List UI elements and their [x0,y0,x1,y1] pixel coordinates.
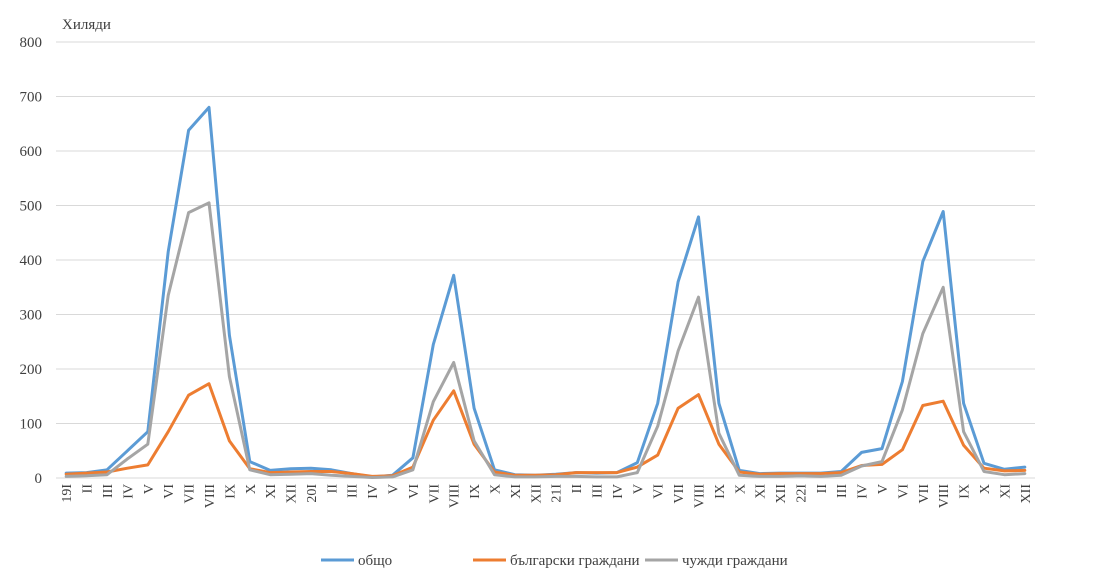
series-line-1 [64,105,1027,479]
y-tick-label: 100 [20,417,43,433]
x-tick-label: 20I [305,484,320,503]
x-tick-label: IV [611,484,626,499]
legend: общо български граждани чужди граждани [321,553,788,569]
x-tick-label: XI [509,484,524,499]
x-tick-label: XI [754,484,769,499]
y-tick-label: 200 [20,362,43,378]
series-lines [64,105,1027,479]
x-tick-label: X [489,484,504,494]
x-tick-label: V [387,484,402,494]
x-tick-label: VIII [937,484,952,508]
x-tick-label: X [244,484,259,494]
y-tick-label: 700 [20,90,43,106]
x-tick-label: XII [1019,484,1034,504]
x-tick-label: IX [958,484,973,499]
y-tick-label: 400 [20,253,43,269]
x-tick-label: XII [774,484,789,504]
x-tick-label: X [733,484,748,494]
x-tick-label: VI [407,484,422,499]
x-tick-label: III [835,484,850,498]
y-tick-label: 800 [20,35,43,51]
x-tick-label: 22I [794,484,809,503]
series-line-3 [64,201,1027,479]
x-tick-label: IX [468,484,483,499]
x-tick-label: IV [121,484,136,499]
y-tick-label: 500 [20,199,43,215]
y-tick-label: 300 [20,308,43,324]
x-tick-label: VI [162,484,177,499]
x-tick-label: V [142,484,157,494]
x-tick-label: IV [366,484,381,499]
x-tick-label: IX [713,484,728,499]
x-tick-label: 21I [550,484,565,503]
x-tick-label: II [325,484,340,494]
x-tick-label: VI [652,484,667,499]
x-tick-label: VIII [448,484,463,508]
x-tick-labels: 19I II III IV V VI VII VIII IX X XI XII 20I II III IV V V… [60,484,1034,508]
y-tick-labels: 0 100 200 300 400 500 600 700 800 [20,35,43,487]
x-tick-label: III [346,484,361,498]
y-tick-label: 0 [35,471,43,487]
legend-label: чужди граждани [682,553,788,569]
x-tick-label: V [876,484,891,494]
x-tick-label: XI [998,484,1013,499]
x-tick-label: V [631,484,646,494]
x-tick-label: VIII [203,484,218,508]
x-tick-label: 19I [60,484,75,503]
x-tick-label: XI [264,484,279,499]
x-tick-label: VII [427,484,442,504]
legend-label: български граждани [510,553,640,569]
x-tick-label: II [570,484,585,494]
x-tick-label: IV [856,484,871,499]
x-tick-label: II [815,484,830,494]
x-tick-label: XII [529,484,544,504]
x-tick-label: XII [285,484,300,504]
x-tick-label: X [978,484,993,494]
gridlines [56,41,1035,479]
legend-label: общо [358,553,392,569]
x-tick-label: IX [223,484,238,499]
x-tick-label: III [590,484,605,498]
x-tick-label: VII [183,484,198,504]
x-tick-label: VI [896,484,911,499]
y-axis-label: Хиляди [62,17,111,33]
y-tick-label: 600 [20,144,43,160]
x-tick-label: II [81,484,96,494]
x-tick-label: III [101,484,116,498]
x-tick-label: VII [917,484,932,504]
x-tick-label: VII [672,484,687,504]
x-tick-label: VIII [692,484,707,508]
